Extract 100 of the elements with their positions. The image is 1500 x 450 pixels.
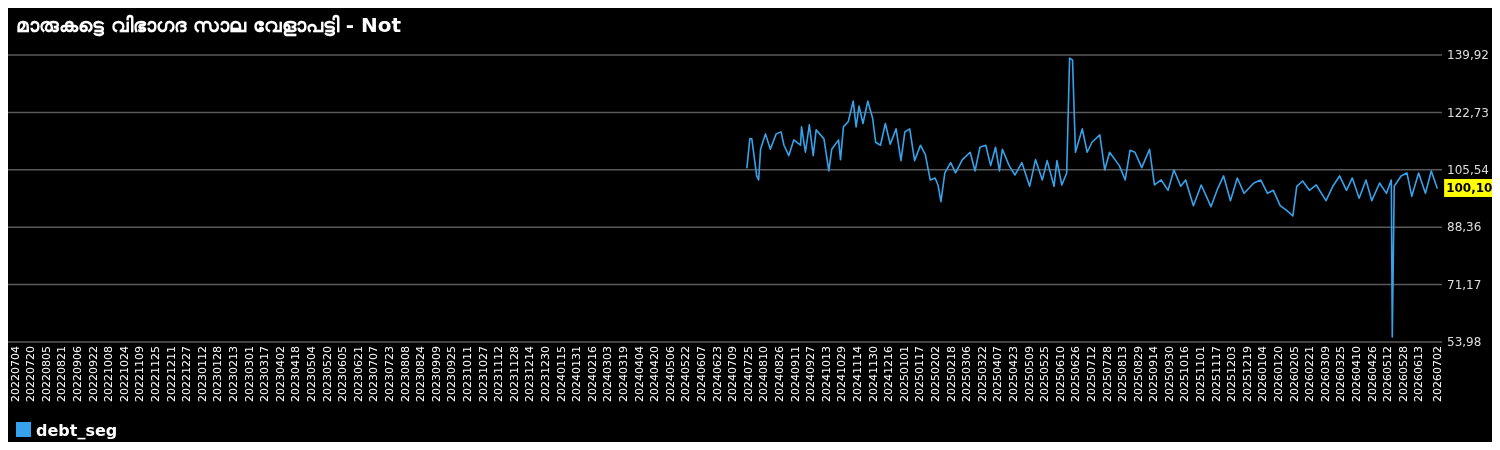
x-tick-label: 20260702 [1430, 346, 1444, 402]
x-tick-label: 20230504 [305, 346, 319, 402]
y-tick-label: 122,73 [1447, 105, 1489, 120]
x-tick-label: 20231230 [538, 346, 552, 402]
x-tick-label: 20250407 [991, 346, 1005, 402]
x-tick-label: 20221024 [117, 346, 131, 402]
x-tick-label: 20220720 [24, 346, 38, 402]
x-tick-label: 20230621 [351, 346, 365, 402]
x-tick-label: 20260325 [1334, 346, 1348, 402]
x-tick-label: 20250728 [1100, 346, 1114, 402]
x-tick-label: 20230824 [414, 346, 428, 402]
y-tick-label: 53,98 [1447, 335, 1482, 350]
x-tick-label: 20240725 [741, 346, 755, 402]
y-tick-label: 139,92 [1447, 48, 1489, 63]
x-tick-label: 20260309 [1318, 346, 1332, 402]
x-tick-label: 20231011 [461, 346, 474, 402]
x-tick-label: 20231128 [507, 346, 521, 402]
x-tick-label: 20250610 [1053, 346, 1067, 402]
x-tick-label: 20230301 [242, 346, 256, 402]
x-tick-label: 20260205 [1287, 346, 1301, 402]
x-tick-label: 20250914 [1147, 346, 1161, 402]
x-tick-label: 20240404 [632, 346, 646, 402]
x-tick-label: 20251219 [1240, 346, 1254, 402]
x-tick-label: 20230925 [445, 346, 459, 402]
legend-label: debt_seg [36, 420, 118, 440]
x-tick-label: 20220906 [71, 346, 85, 402]
x-tick-label: 20250525 [1038, 346, 1052, 402]
y-tick-label: 105,54 [1447, 163, 1489, 178]
x-tick-label: 20260221 [1303, 346, 1317, 402]
x-tick-label: 20240216 [585, 346, 599, 402]
x-tick-label: 20240623 [710, 346, 724, 402]
x-tick-label: 20240303 [601, 346, 615, 402]
annotation: 100,10 [1446, 181, 1493, 196]
x-tick-label: 20221109 [133, 346, 147, 402]
line-series [746, 57, 1438, 338]
x-tick-label: 20250117 [913, 346, 927, 402]
x-tick-label: 20241029 [835, 346, 849, 402]
x-tick-label: 20260512 [1381, 346, 1395, 402]
x-tick-label: 20231112 [492, 346, 506, 402]
x-tick-label: 20260120 [1272, 346, 1286, 402]
x-tick-label: 20221211 [164, 346, 178, 402]
x-tick-label: 20251117 [1209, 346, 1223, 402]
x-tick-label: 20231027 [476, 346, 490, 402]
x-tick-label: 20251203 [1225, 346, 1239, 402]
x-tick-label: 20240826 [772, 346, 786, 402]
x-tick-label: 20240131 [570, 346, 584, 402]
x-tick-label: 20241216 [882, 346, 896, 402]
x-tick-label: 20260613 [1412, 346, 1426, 402]
x-tick-label: 20250218 [944, 346, 958, 402]
x-tick-label: 20230402 [273, 346, 287, 402]
x-tick-label: 20250829 [1131, 346, 1145, 402]
x-tick-label: 20240927 [804, 346, 818, 402]
x-tick-label: 20250202 [928, 346, 942, 402]
x-tick-label: 20251016 [1178, 346, 1192, 402]
y-tick-label: 71,17 [1447, 277, 1482, 292]
x-tick-label: 20240319 [616, 346, 630, 402]
x-tick-label: 20250813 [1116, 346, 1130, 402]
x-tick-label: 20230112 [195, 346, 209, 402]
x-tick-label: 20241013 [819, 346, 833, 402]
x-tick-label: 20240115 [554, 346, 568, 402]
x-tick-label: 20230128 [211, 346, 225, 402]
x-tick-label: 20250712 [1084, 346, 1098, 402]
x-tick-label: 20221008 [102, 346, 116, 402]
x-tick-label: 20230605 [336, 346, 350, 402]
x-tick-label: 20260104 [1256, 346, 1270, 402]
x-tick-label: 20221227 [180, 346, 194, 402]
x-tick-label: 20231214 [523, 346, 537, 402]
x-tick-label: 20241130 [866, 346, 880, 402]
x-tick-label: 20240607 [694, 346, 708, 402]
x-tick-label: 20230909 [429, 346, 443, 402]
x-tick-label: 20240420 [648, 346, 662, 402]
x-tick-label: 20240911 [788, 346, 802, 402]
x-tick-label: 20250626 [1069, 346, 1083, 402]
x-tick-label: 20220922 [86, 346, 100, 402]
x-tick-label: 20260528 [1396, 346, 1410, 402]
x-tick-label: 20251101 [1194, 346, 1208, 402]
x-tick-label: 20250101 [897, 346, 911, 402]
chart-title: മാരുകട്ടെ വിഭാഗദ സാല വേളാപട്ടി - Not [16, 13, 402, 37]
x-tick-label: 20230707 [367, 346, 381, 402]
x-tick-label: 20240506 [663, 346, 677, 402]
x-tick-label: 20230723 [383, 346, 397, 402]
x-tick-label: 20221125 [149, 346, 163, 402]
x-tick-label: 20241114 [850, 346, 864, 402]
x-tick-label: 20230213 [227, 346, 241, 402]
x-tick-label: 20230317 [258, 346, 272, 402]
x-tick-label: 20260426 [1365, 346, 1379, 402]
x-tick-label: 20250930 [1162, 346, 1176, 402]
x-tick-label: 20220704 [8, 346, 22, 402]
x-tick-label: 20260410 [1350, 346, 1364, 402]
x-tick-label: 20250322 [975, 346, 989, 402]
x-tick-label: 20240709 [726, 346, 740, 402]
x-tick-label: 20250509 [1022, 346, 1036, 402]
x-tick-label: 20230520 [320, 346, 334, 402]
x-tick-label: 20220805 [39, 346, 53, 402]
x-tick-label: 20240810 [757, 346, 771, 402]
x-tick-label: 20240522 [679, 346, 693, 402]
x-tick-label: 20230418 [289, 346, 303, 402]
x-tick-label: 20220821 [55, 346, 69, 402]
x-tick-label: 20250306 [960, 346, 974, 402]
x-tick-label: 20250423 [1006, 346, 1020, 402]
